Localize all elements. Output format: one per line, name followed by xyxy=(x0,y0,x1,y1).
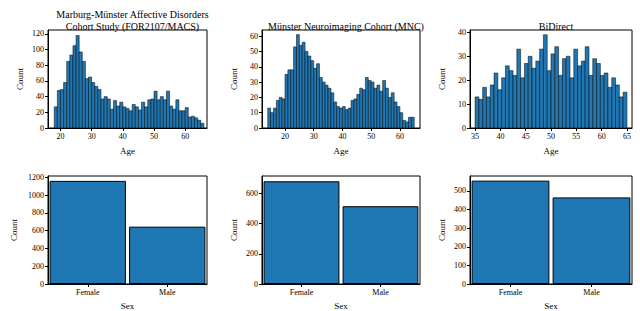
svg-text:0: 0 xyxy=(462,280,466,289)
svg-text:60: 60 xyxy=(598,132,606,141)
svg-text:120: 120 xyxy=(32,29,44,38)
svg-text:600: 600 xyxy=(32,226,44,235)
svg-text:0: 0 xyxy=(40,124,44,133)
svg-text:Female: Female xyxy=(290,288,314,297)
svg-text:30: 30 xyxy=(250,78,258,87)
svg-text:200: 200 xyxy=(246,249,258,258)
svg-text:100: 100 xyxy=(454,261,466,270)
svg-text:50: 50 xyxy=(250,47,258,56)
svg-text:0: 0 xyxy=(462,124,466,133)
svg-text:200: 200 xyxy=(32,262,44,271)
svg-text:200: 200 xyxy=(454,242,466,251)
svg-text:Female: Female xyxy=(499,288,523,297)
svg-text:60: 60 xyxy=(250,32,258,41)
svg-text:60: 60 xyxy=(396,132,404,141)
svg-text:Age: Age xyxy=(544,146,559,156)
svg-text:Sex: Sex xyxy=(121,301,135,311)
svg-text:100: 100 xyxy=(32,45,44,54)
svg-text:800: 800 xyxy=(32,208,44,217)
svg-text:0: 0 xyxy=(40,280,44,289)
svg-text:20: 20 xyxy=(56,132,64,141)
svg-text:Sex: Sex xyxy=(544,301,558,311)
svg-text:60: 60 xyxy=(36,76,44,85)
svg-text:40: 40 xyxy=(338,132,346,141)
svg-text:40: 40 xyxy=(458,28,466,37)
svg-text:1000: 1000 xyxy=(28,191,44,200)
svg-text:500: 500 xyxy=(454,186,466,195)
svg-text:Age: Age xyxy=(120,146,135,156)
svg-text:30: 30 xyxy=(310,132,318,141)
svg-text:50: 50 xyxy=(150,132,158,141)
svg-text:BiDirect: BiDirect xyxy=(539,21,574,32)
svg-text:1200: 1200 xyxy=(28,173,44,182)
svg-text:30: 30 xyxy=(458,52,466,61)
svg-text:Münster Neuroimaging Cohort (M: Münster Neuroimaging Cohort (MNC) xyxy=(268,21,424,33)
svg-text:Count: Count xyxy=(437,68,447,91)
svg-text:Male: Male xyxy=(372,288,389,297)
svg-text:400: 400 xyxy=(454,205,466,214)
svg-text:Age: Age xyxy=(334,146,349,156)
svg-text:40: 40 xyxy=(496,132,504,141)
svg-text:Count: Count xyxy=(229,68,239,91)
svg-text:20: 20 xyxy=(458,76,466,85)
svg-text:35: 35 xyxy=(471,132,479,141)
svg-text:80: 80 xyxy=(36,61,44,70)
svg-text:300: 300 xyxy=(454,224,466,233)
svg-text:400: 400 xyxy=(32,244,44,253)
svg-text:20: 20 xyxy=(281,132,289,141)
svg-text:Female: Female xyxy=(76,288,100,297)
svg-text:Count: Count xyxy=(437,219,447,242)
svg-text:20: 20 xyxy=(36,108,44,117)
svg-text:45: 45 xyxy=(522,132,530,141)
svg-text:40: 40 xyxy=(250,62,258,71)
svg-text:Count: Count xyxy=(229,219,239,242)
svg-text:20: 20 xyxy=(250,93,258,102)
svg-text:400: 400 xyxy=(246,219,258,228)
svg-text:0: 0 xyxy=(254,124,258,133)
svg-text:Male: Male xyxy=(583,288,600,297)
svg-text:Sex: Sex xyxy=(334,301,348,311)
svg-text:Count: Count xyxy=(9,219,19,242)
svg-text:65: 65 xyxy=(623,132,631,141)
svg-text:60: 60 xyxy=(181,132,189,141)
svg-text:600: 600 xyxy=(246,189,258,198)
svg-text:50: 50 xyxy=(367,132,375,141)
svg-text:Marburg-Münster Affective Diso: Marburg-Münster Affective Disorders xyxy=(56,9,208,20)
svg-text:10: 10 xyxy=(250,108,258,117)
svg-text:55: 55 xyxy=(572,132,580,141)
svg-text:Cohort Study (FOR2107/MACS): Cohort Study (FOR2107/MACS) xyxy=(66,21,199,33)
svg-text:10: 10 xyxy=(458,100,466,109)
svg-text:30: 30 xyxy=(88,132,96,141)
svg-text:40: 40 xyxy=(119,132,127,141)
svg-text:0: 0 xyxy=(254,280,258,289)
svg-text:50: 50 xyxy=(547,132,555,141)
svg-text:Count: Count xyxy=(15,68,25,91)
svg-text:Male: Male xyxy=(159,288,176,297)
svg-text:40: 40 xyxy=(36,92,44,101)
